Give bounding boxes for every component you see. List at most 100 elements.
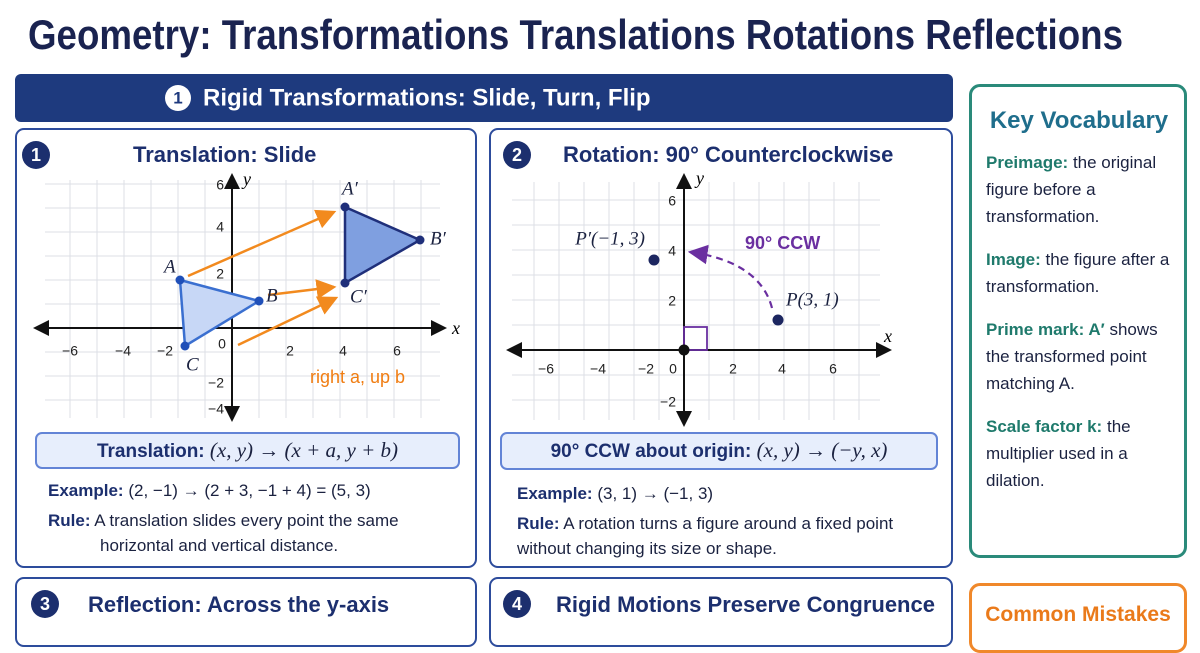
x-tick-label: 0	[669, 361, 677, 377]
translation-arrow	[187, 209, 337, 278]
point-label: A′	[340, 178, 359, 199]
point-label: B	[266, 285, 278, 306]
formula: (x, y) → (x + a, y + b)	[209, 438, 399, 462]
panel-number: 3	[31, 590, 59, 618]
y-axis-label: y	[241, 169, 251, 189]
example-label: Example:	[517, 484, 593, 503]
vocabulary-list: Preimage: the original figure before a t…	[986, 149, 1172, 494]
translation-arrow	[237, 296, 339, 347]
mistakes-card: Common Mistakes	[969, 583, 1187, 653]
x-tick-label: 4	[778, 361, 786, 377]
x-tick-label: −6	[538, 361, 554, 377]
panel	[489, 128, 953, 568]
x-tick-label: 4	[339, 343, 347, 359]
origin-point	[678, 344, 690, 356]
graphics: Geometry: Transformations Translations R…	[15, 11, 1123, 427]
panel-title: Rigid Motions Preserve Congruence	[556, 592, 935, 617]
y-tick-label: 4	[668, 243, 676, 259]
translation-arrow	[267, 279, 337, 300]
panel	[15, 128, 477, 568]
section-number-badge	[165, 85, 191, 111]
vocabulary-item: Image: the figure after a transformation…	[986, 246, 1172, 300]
x-tick-label: −6	[62, 343, 78, 359]
vocabulary-item: Prime mark: A′ shows the transformed poi…	[986, 316, 1172, 397]
page-title: Geometry: Transformations Translations R…	[28, 11, 1123, 58]
definition: the multiplier used in a dilation.	[986, 417, 1131, 490]
point	[340, 278, 350, 288]
x-tick-label: 6	[393, 343, 401, 359]
example-text: (2, −1) → (2 + 3, −1 + 4) = (5, 3)	[128, 481, 371, 500]
mistakes-title: Common Mistakes	[985, 603, 1171, 626]
point	[772, 314, 784, 326]
panel-number: 1	[22, 141, 50, 169]
definition: the original figure before a transformat…	[986, 153, 1157, 226]
panel-title: Rotation: 90° Counterclockwise	[563, 142, 894, 167]
point-label: C	[186, 354, 199, 375]
point-label: P′(−1, 3)	[574, 228, 645, 249]
point-label: C′	[350, 286, 368, 307]
x-tick-label: −4	[590, 361, 606, 377]
y-tick-label: 4	[216, 219, 224, 235]
point	[415, 235, 425, 245]
grid	[512, 182, 880, 420]
point	[175, 275, 185, 285]
y-tick-label: 2	[216, 266, 224, 282]
example-text: (3, 1) → (−1, 3)	[597, 484, 714, 503]
y-tick-label: 2	[668, 293, 676, 309]
example: Example: (2, −1) → (2 + 3, −1 + 4) = (5,…	[48, 478, 371, 503]
x-axis-label: x	[883, 326, 892, 346]
formula-label: Translation:	[96, 441, 205, 462]
vocabulary-item: Scale factor k: the multiplier used in a…	[986, 413, 1172, 494]
example: Example: (3, 1) → (−1, 3)	[517, 481, 713, 506]
formula-label: 90° CCW about origin:	[550, 441, 752, 462]
term: Preimage:	[986, 153, 1069, 172]
formula: (x, y) → (−y, x)	[756, 438, 888, 462]
formula-box: Translation: (x, y) → (x + a, y + b)	[35, 432, 460, 469]
point	[648, 254, 660, 266]
x-tick-label: 2	[729, 361, 737, 377]
section-bar	[15, 74, 953, 122]
x-tick-label: −4	[115, 343, 131, 359]
right-angle-mark	[683, 326, 708, 351]
point-label: A	[162, 256, 176, 277]
rule-label: Rule:	[48, 511, 91, 530]
point	[340, 202, 350, 212]
y-tick-label: 6	[216, 177, 224, 193]
preimage-triangle	[178, 278, 263, 349]
y-tick-label: −2	[660, 394, 676, 410]
y-tick-label: 6	[668, 193, 676, 209]
image-triangle	[343, 205, 423, 286]
vocabulary-item: Preimage: the original figure before a t…	[986, 149, 1172, 230]
rule: Rule: A translation slides every point t…	[48, 508, 460, 558]
panel-title: Reflection: Across the y-axis	[88, 592, 390, 617]
point-label: B′	[430, 228, 447, 249]
point-label: P(3, 1)	[785, 289, 839, 310]
rule-text: A translation slides every point the sam…	[94, 511, 399, 555]
x-tick-label: −2	[638, 361, 654, 377]
term: Prime mark: A′	[986, 320, 1105, 339]
rule-text: A rotation turns a figure around a fixed…	[517, 514, 894, 558]
annotation: right a, up b	[310, 367, 405, 387]
panel-title: Translation: Slide	[133, 142, 317, 167]
section-number: 1	[173, 88, 182, 107]
point	[180, 341, 190, 351]
formula-box: 90° CCW about origin: (x, y) → (−y, x)	[500, 432, 938, 470]
y-axis-label: y	[694, 168, 704, 188]
example-label: Example:	[48, 481, 124, 500]
term: Image:	[986, 250, 1041, 269]
y-tick-label: −4	[208, 401, 224, 417]
panel-number: 2	[503, 141, 531, 169]
point	[254, 296, 264, 306]
vocabulary-card: Key Vocabulary Preimage: the original fi…	[969, 84, 1187, 558]
x-tick-label: 2	[286, 343, 294, 359]
section-title: Rigid Transformations: Slide, Turn, Flip	[203, 84, 651, 111]
vocabulary-title: Key Vocabulary	[989, 107, 1169, 134]
definition: shows the transformed point matching A.	[986, 320, 1158, 393]
definition: the figure after a transformation.	[986, 250, 1170, 296]
x-tick-label: −2	[157, 343, 173, 359]
rule: Rule: A rotation turns a figure around a…	[517, 511, 897, 561]
annotation: 90° CCW	[745, 233, 820, 253]
panel-number: 4	[503, 590, 531, 618]
y-tick-label: −2	[208, 375, 224, 391]
rule-label: Rule:	[517, 514, 560, 533]
